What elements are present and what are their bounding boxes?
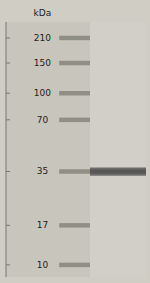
ladder-band	[59, 61, 90, 65]
ladder-band	[59, 118, 90, 122]
y-axis-line	[6, 22, 7, 277]
ladder-panel	[6, 22, 90, 277]
y-tick	[6, 119, 10, 120]
y-tick	[6, 93, 10, 94]
ladder-band	[59, 263, 90, 267]
plot-background	[6, 22, 146, 277]
chart-container: 210 150 100 70 35 17 10 kDa	[0, 0, 150, 283]
y-tick-label: 210	[34, 33, 51, 43]
y-tick	[6, 63, 10, 64]
y-tick	[6, 37, 10, 38]
y-tick-label: 17	[37, 220, 48, 230]
protein-band-core	[90, 169, 146, 173]
ladder-band	[59, 91, 90, 95]
y-tick-label: 10	[37, 260, 49, 270]
gel-chart: 210 150 100 70 35 17 10 kDa	[0, 0, 150, 283]
page: {"chart_data": {"type": "gel", "y_label"…	[0, 0, 150, 283]
bands	[59, 36, 146, 267]
y-tick-label: 150	[34, 58, 51, 68]
y-tick	[6, 264, 10, 265]
y-axis-label: kDa	[34, 8, 52, 18]
protein-band-group	[90, 168, 146, 176]
y-tick-label: 35	[37, 166, 48, 176]
y-tick-label: 70	[37, 115, 49, 125]
ladder-band	[59, 223, 90, 227]
ladder-band	[59, 169, 90, 173]
y-tick	[6, 171, 10, 172]
protein-band	[90, 168, 146, 176]
y-ticks: 210 150 100 70 35 17 10	[6, 33, 51, 270]
ladder-band	[59, 36, 90, 40]
y-tick	[6, 225, 10, 226]
y-tick-label: 100	[34, 88, 51, 98]
